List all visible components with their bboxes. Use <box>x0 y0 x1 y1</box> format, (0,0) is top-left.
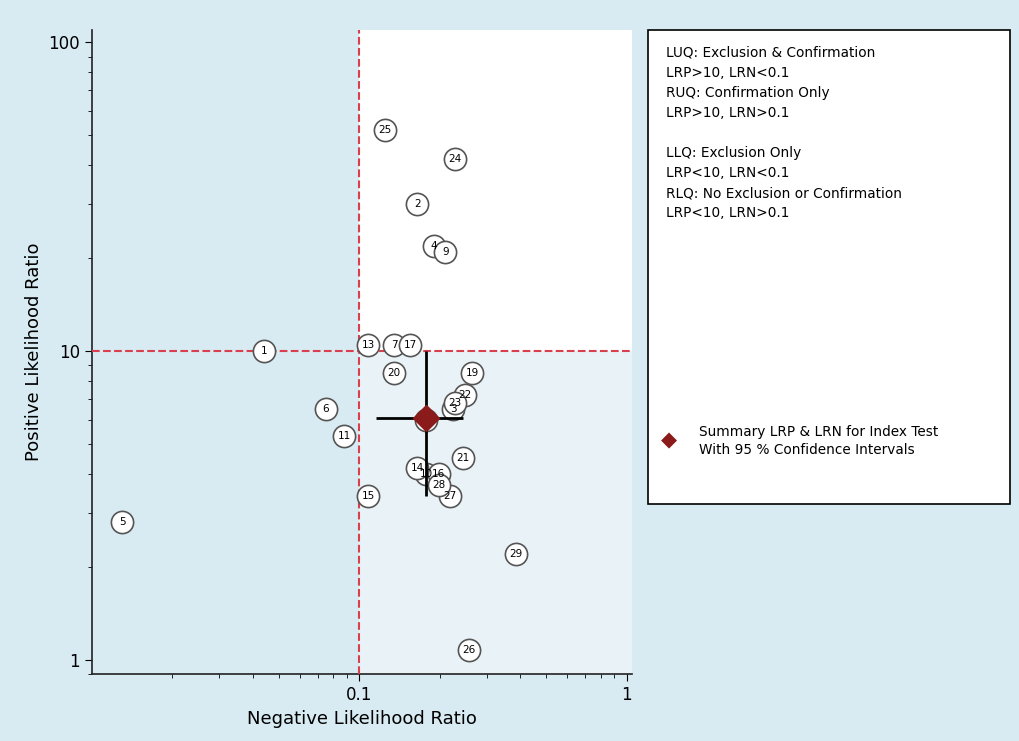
Y-axis label: Positive Likelihood Ratio: Positive Likelihood Ratio <box>24 243 43 461</box>
Text: 23: 23 <box>448 398 462 408</box>
Text: 2: 2 <box>414 199 420 209</box>
Text: Summary LRP & LRN for Index Test
With 95 % Confidence Intervals: Summary LRP & LRN for Index Test With 95… <box>698 425 937 457</box>
Text: 16: 16 <box>432 469 445 479</box>
Text: 4: 4 <box>430 241 437 250</box>
Text: 13: 13 <box>361 340 374 350</box>
Text: LUQ: Exclusion & Confirmation
LRP>10, LRN<0.1
RUQ: Confirmation Only
LRP>10, LRN: LUQ: Exclusion & Confirmation LRP>10, LR… <box>665 46 901 220</box>
Bar <box>92 351 632 674</box>
Text: 22: 22 <box>458 391 471 400</box>
Text: 24: 24 <box>448 154 462 164</box>
Text: 12: 12 <box>419 415 432 425</box>
Text: 20: 20 <box>387 368 400 378</box>
Text: 26: 26 <box>463 645 476 655</box>
Text: 27: 27 <box>442 491 455 501</box>
Text: 25: 25 <box>378 125 391 135</box>
X-axis label: Negative Likelihood Ratio: Negative Likelihood Ratio <box>247 710 477 728</box>
Text: 15: 15 <box>361 491 374 501</box>
Bar <box>359 30 632 674</box>
Text: 21: 21 <box>457 453 470 463</box>
Text: 1: 1 <box>260 346 267 356</box>
Text: 14: 14 <box>411 462 424 473</box>
Text: 10: 10 <box>419 469 432 479</box>
Text: 11: 11 <box>337 431 351 442</box>
Text: 9: 9 <box>441 247 448 257</box>
Text: 28: 28 <box>432 479 445 490</box>
Text: 6: 6 <box>322 404 329 414</box>
Text: 19: 19 <box>466 368 479 378</box>
Text: 7: 7 <box>390 340 397 350</box>
Text: 29: 29 <box>508 549 522 559</box>
Text: ◆: ◆ <box>660 431 677 451</box>
Text: 3: 3 <box>449 404 457 414</box>
Text: 17: 17 <box>404 340 417 350</box>
Text: 5: 5 <box>119 517 125 527</box>
